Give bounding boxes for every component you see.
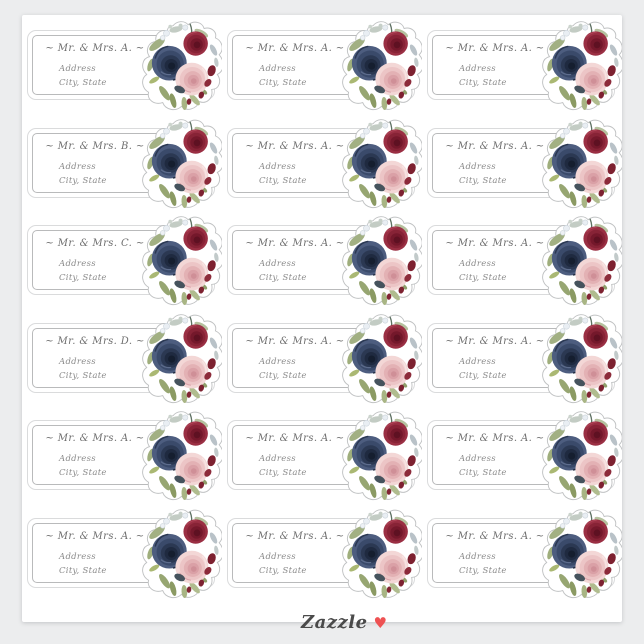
address-line: Address xyxy=(259,64,296,74)
address-label-sticker: ~ Mr. & Mrs. A. ~ Address City, State xyxy=(427,508,632,607)
couple-name-text: ~ Mr. & Mrs. A. ~ xyxy=(245,43,345,54)
city-state-line: City, State xyxy=(259,78,307,88)
couple-name-text: ~ Mr. & Mrs. A. ~ xyxy=(445,433,545,445)
city-state-line: City, State xyxy=(59,370,107,381)
address-label-sticker: ~ Mr. & Mrs. A. ~ Address City, State xyxy=(27,508,232,607)
floral-bouquet-illustration xyxy=(342,411,422,502)
address-line: Address xyxy=(259,356,296,367)
couple-name-text: ~ Mr. & Mrs. A. ~ xyxy=(445,43,545,54)
floral-bouquet-illustration xyxy=(342,21,422,111)
address-label-sticker: ~ Mr. & Mrs. A. ~ Address City, State xyxy=(427,313,632,412)
city-state-line: City, State xyxy=(259,273,307,284)
address-line: Address xyxy=(459,161,496,172)
couple-name-text: ~ Mr. & Mrs. A. ~ xyxy=(245,335,345,347)
address-line: Address xyxy=(259,551,296,562)
city-state-line: City, State xyxy=(259,370,307,381)
address-line: Address xyxy=(459,356,496,367)
city-state-line: City, State xyxy=(459,175,507,186)
couple-name-text: ~ Mr. & Mrs. A. ~ xyxy=(245,530,345,542)
floral-bouquet-illustration xyxy=(142,216,222,307)
couple-name-text: ~ Mr. & Mrs. A. ~ xyxy=(245,140,345,152)
address-line: Address xyxy=(259,259,296,270)
address-line: Address xyxy=(59,259,96,270)
city-state-line: City, State xyxy=(59,273,107,284)
couple-name-text: ~ Mr. & Mrs. A. ~ xyxy=(445,140,545,152)
floral-bouquet-illustration xyxy=(542,508,622,599)
floral-bouquet-illustration xyxy=(142,313,222,404)
couple-name-text: ~ Mr. & Mrs. B. ~ xyxy=(45,140,145,152)
city-state-line: City, State xyxy=(59,565,107,576)
address-line: Address xyxy=(459,551,496,562)
floral-bouquet-illustration xyxy=(542,411,622,502)
city-state-line: City, State xyxy=(459,565,507,576)
floral-bouquet-illustration xyxy=(142,411,222,502)
address-line: Address xyxy=(459,259,496,270)
address-line: Address xyxy=(59,161,96,172)
city-state-line: City, State xyxy=(259,468,307,479)
couple-name-text: ~ Mr. & Mrs. A. ~ xyxy=(45,43,145,54)
address-label-sticker: ~ Mr. & Mrs. A. ~ Address City, State xyxy=(27,21,232,119)
city-state-line: City, State xyxy=(459,468,507,479)
city-state-line: City, State xyxy=(59,468,107,479)
couple-name-text: ~ Mr. & Mrs. A. ~ xyxy=(445,238,545,250)
floral-bouquet-illustration xyxy=(542,118,622,209)
floral-bouquet-illustration xyxy=(142,21,222,111)
address-label-sticker: ~ Mr. & Mrs. B. ~ Address City, State xyxy=(27,118,232,217)
address-label-sticker: ~ Mr. & Mrs. A. ~ Address City, State xyxy=(427,118,632,217)
address-label-sticker: ~ Mr. & Mrs. A. ~ Address City, State xyxy=(227,21,432,119)
address-label-sticker: ~ Mr. & Mrs. A. ~ Address City, State xyxy=(427,21,632,119)
address-label-sticker: ~ Mr. & Mrs. C. ~ Address City, State xyxy=(27,216,232,314)
city-state-line: City, State xyxy=(459,370,507,381)
floral-bouquet-illustration xyxy=(542,216,622,307)
floral-bouquet-illustration xyxy=(542,313,622,404)
floral-bouquet-illustration xyxy=(142,118,222,209)
label-grid: ~ Mr. & Mrs. A. ~ Address City, State ~ … xyxy=(27,21,632,607)
address-label-sticker: ~ Mr. & Mrs. A. ~ Address City, State xyxy=(227,313,432,412)
address-label-sticker: ~ Mr. & Mrs. A. ~ Address City, State xyxy=(227,508,432,607)
floral-bouquet-illustration xyxy=(342,313,422,404)
address-line: Address xyxy=(259,161,296,172)
address-label-sticker: ~ Mr. & Mrs. A. ~ Address City, State xyxy=(427,411,632,509)
address-label-sticker: ~ Mr. & Mrs. A. ~ Address City, State xyxy=(27,411,232,509)
city-state-line: City, State xyxy=(459,78,507,88)
zazzle-footer: Zazzle ♥ xyxy=(44,612,644,634)
couple-name-text: ~ Mr. & Mrs. A. ~ xyxy=(45,530,145,542)
couple-name-text: ~ Mr. & Mrs. C. ~ xyxy=(45,238,145,250)
address-label-sticker: ~ Mr. & Mrs. A. ~ Address City, State xyxy=(227,216,432,314)
address-label-sticker: ~ Mr. & Mrs. A. ~ Address City, State xyxy=(227,411,432,509)
couple-name-text: ~ Mr. & Mrs. A. ~ xyxy=(445,530,545,542)
floral-bouquet-illustration xyxy=(142,508,222,599)
floral-bouquet-illustration xyxy=(542,21,622,111)
address-label-sticker: ~ Mr. & Mrs. A. ~ Address City, State xyxy=(427,216,632,314)
address-label-sticker: ~ Mr. & Mrs. A. ~ Address City, State xyxy=(227,118,432,217)
couple-name-text: ~ Mr. & Mrs. D. ~ xyxy=(45,335,145,347)
city-state-line: City, State xyxy=(59,175,107,186)
couple-name-text: ~ Mr. & Mrs. A. ~ xyxy=(45,433,145,445)
city-state-line: City, State xyxy=(259,565,307,576)
address-line: Address xyxy=(459,64,496,74)
zazzle-logo: Zazzle xyxy=(301,612,368,633)
couple-name-text: ~ Mr. & Mrs. A. ~ xyxy=(245,433,345,445)
couple-name-text: ~ Mr. & Mrs. A. ~ xyxy=(245,238,345,250)
couple-name-text: ~ Mr. & Mrs. A. ~ xyxy=(445,335,545,347)
heart-icon: ♥ xyxy=(373,614,387,632)
city-state-line: City, State xyxy=(259,175,307,186)
city-state-line: City, State xyxy=(59,78,107,88)
floral-bouquet-illustration xyxy=(342,118,422,209)
address-line: Address xyxy=(459,454,496,465)
sticker-sheet: ~ Mr. & Mrs. A. ~ Address City, State ~ … xyxy=(22,15,622,633)
address-line: Address xyxy=(59,64,96,74)
address-line: Address xyxy=(259,454,296,465)
floral-bouquet-illustration xyxy=(342,216,422,307)
address-line: Address xyxy=(59,454,96,465)
address-line: Address xyxy=(59,551,96,562)
address-label-sticker: ~ Mr. & Mrs. D. ~ Address City, State xyxy=(27,313,232,412)
city-state-line: City, State xyxy=(459,273,507,284)
address-line: Address xyxy=(59,356,96,367)
floral-bouquet-illustration xyxy=(342,508,422,599)
